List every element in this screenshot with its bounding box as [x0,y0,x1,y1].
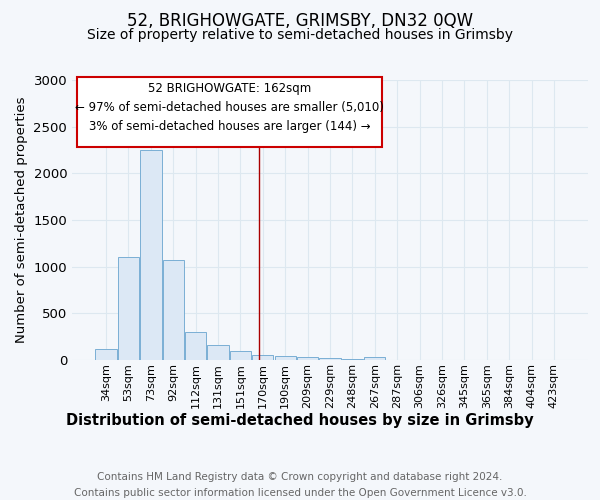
Bar [118,258,139,360]
Bar [252,355,274,360]
Bar [95,349,117,360]
Bar [230,350,251,360]
Bar [140,150,161,360]
Text: ← 97% of semi-detached houses are smaller (5,010): ← 97% of semi-detached houses are smalle… [75,101,384,114]
Bar [275,356,296,360]
Bar [364,357,385,360]
Text: Contains public sector information licensed under the Open Government Licence v3: Contains public sector information licen… [74,488,526,498]
Text: Size of property relative to semi-detached houses in Grimsby: Size of property relative to semi-detach… [87,28,513,42]
Text: Distribution of semi-detached houses by size in Grimsby: Distribution of semi-detached houses by … [66,412,534,428]
Bar [342,358,363,360]
Text: 52 BRIGHOWGATE: 162sqm: 52 BRIGHOWGATE: 162sqm [148,82,311,95]
Bar [319,358,341,360]
Text: Contains HM Land Registry data © Crown copyright and database right 2024.: Contains HM Land Registry data © Crown c… [97,472,503,482]
Text: 52, BRIGHOWGATE, GRIMSBY, DN32 0QW: 52, BRIGHOWGATE, GRIMSBY, DN32 0QW [127,12,473,30]
Y-axis label: Number of semi-detached properties: Number of semi-detached properties [15,97,28,343]
Bar [297,356,318,360]
Bar [185,332,206,360]
Bar [208,345,229,360]
Bar [163,260,184,360]
Text: 3% of semi-detached houses are larger (144) →: 3% of semi-detached houses are larger (1… [89,120,370,132]
